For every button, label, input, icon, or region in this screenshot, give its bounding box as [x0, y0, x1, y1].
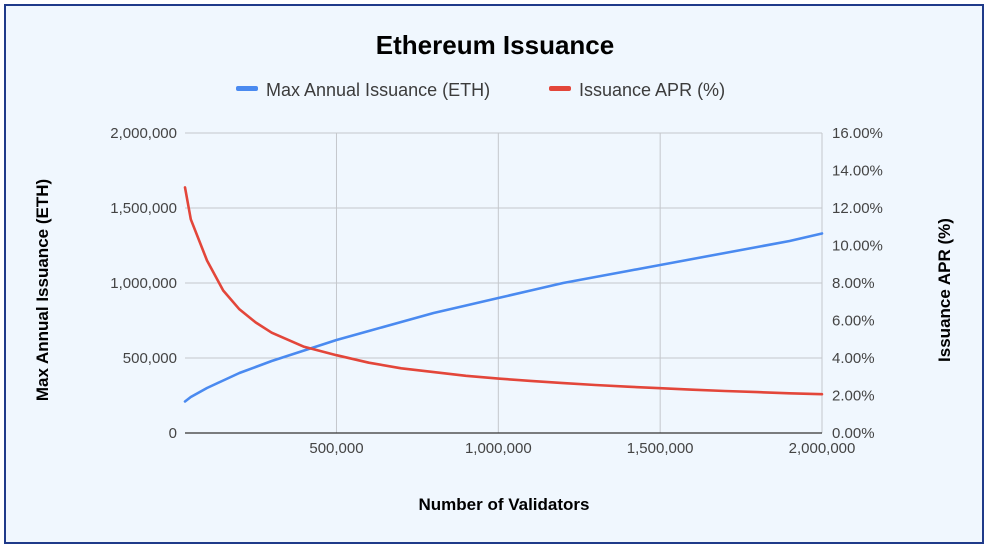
y-right-axis-ticks: 0.00% 2.00% 4.00% 6.00% 8.00% 10.00% 12.00% 14.…: [832, 125, 883, 442]
chart-frame: [4, 4, 984, 544]
y-left-tick-label: 1,000,000: [110, 275, 177, 292]
y-right-tick-label: 2.00%: [832, 388, 875, 405]
y-right-tick-label: 10.00%: [832, 238, 883, 255]
x-tick-label: 1,500,000: [627, 440, 694, 457]
y-left-axis-title: Max Annual Issuance (ETH): [33, 179, 52, 401]
legend-label-issuance: Max Annual Issuance (ETH): [266, 80, 490, 100]
y-right-tick-label: 6.00%: [832, 313, 875, 330]
y-left-tick-label: 1,500,000: [110, 200, 177, 217]
y-right-tick-label: 4.00%: [832, 350, 875, 367]
legend-swatch-apr: [549, 86, 571, 91]
legend-label-apr: Issuance APR (%): [579, 80, 725, 100]
y-right-axis-title: Issuance APR (%): [935, 218, 954, 362]
legend: Max Annual Issuance (ETH) Issuance APR (…: [236, 80, 725, 100]
series-lines: [183, 186, 824, 403]
y-left-tick-label: 2,000,000: [110, 125, 177, 142]
y-right-tick-label: 0.00%: [832, 425, 875, 442]
x-tick-label: 2,000,000: [789, 440, 856, 457]
y-right-tick-label: 8.00%: [832, 275, 875, 292]
series-line-max-annual-issuance: [183, 232, 824, 403]
x-axis-ticks: 500,000 1,000,000 1,500,000 2,000,000: [309, 440, 855, 457]
chart-title: Ethereum Issuance: [376, 30, 614, 60]
y-left-tick-label: 500,000: [123, 350, 177, 367]
y-right-tick-label: 12.00%: [832, 200, 883, 217]
y-right-tick-label: 14.00%: [832, 163, 883, 180]
gridlines: [185, 132, 823, 434]
x-tick-label: 1,000,000: [465, 440, 532, 457]
x-axis-title: Number of Validators: [419, 495, 590, 514]
y-left-axis-ticks: 0 500,000 1,000,000 1,500,000 2,000,000: [110, 125, 177, 442]
y-right-tick-label: 16.00%: [832, 125, 883, 142]
legend-swatch-issuance: [236, 86, 258, 91]
x-tick-label: 500,000: [309, 440, 363, 457]
series-line-issuance-apr: [183, 186, 824, 396]
y-left-tick-label: 0: [169, 425, 177, 442]
